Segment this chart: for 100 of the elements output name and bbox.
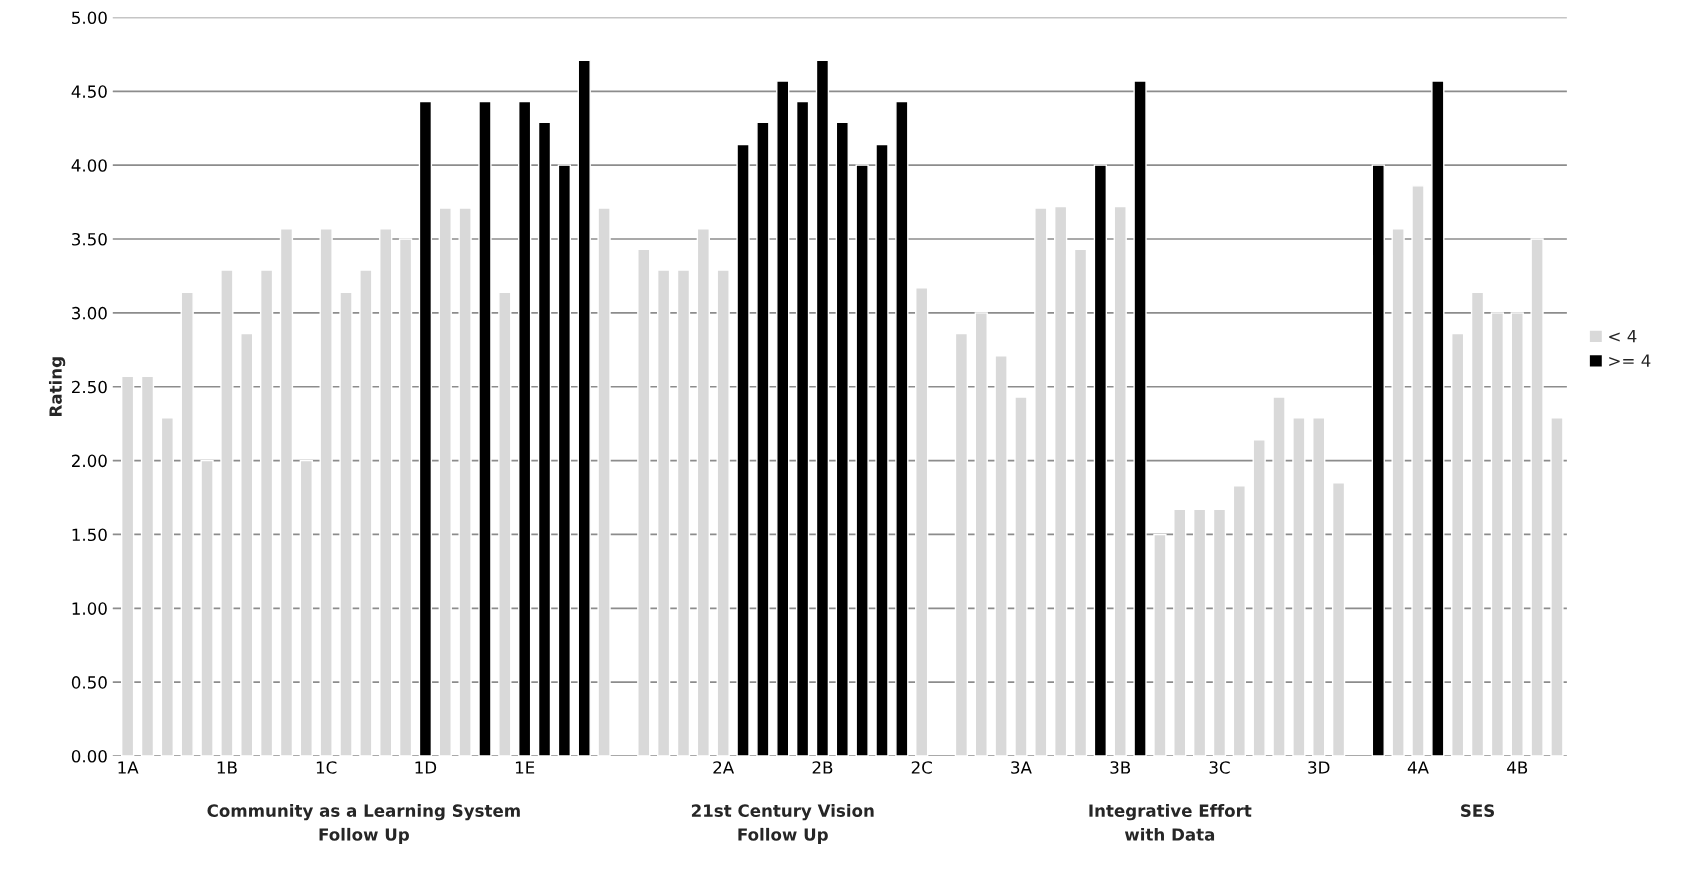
bar: [1272, 396, 1286, 757]
bar: [1252, 439, 1266, 757]
x-tick-label: 1E: [515, 761, 535, 774]
bar: [1312, 417, 1326, 757]
bar: [1113, 205, 1127, 757]
bar: [1073, 248, 1088, 757]
y-tick-label: 2.50: [72, 380, 107, 394]
bar: [1014, 396, 1028, 757]
bar: [1192, 508, 1207, 757]
x-tick-label: 4B: [1507, 761, 1528, 774]
bar: [835, 121, 849, 757]
text: 21st Century Vision Follow Up: [691, 804, 874, 845]
bar: [240, 332, 254, 757]
x-tick-label: 3C: [1209, 761, 1230, 774]
bar: [577, 59, 591, 757]
bar: [160, 417, 175, 757]
x-tick-label: 1C: [316, 761, 337, 774]
bar: [1431, 80, 1445, 757]
bar: [398, 238, 413, 757]
bar: [259, 269, 274, 757]
bar: [140, 375, 155, 757]
bar: [637, 248, 651, 757]
bar: [1153, 533, 1167, 757]
x-tick-label: 1A: [118, 761, 139, 774]
bar: [418, 100, 433, 757]
bar: [736, 143, 750, 757]
y-tick-label: 5.00: [72, 11, 107, 25]
legend-label: >= 4: [1609, 354, 1651, 367]
text: Community as a Learning System Follow Up: [207, 804, 520, 845]
y-tick-label: 4.50: [71, 85, 107, 98]
y-tick-label: 0.00: [71, 749, 107, 763]
x-tick-label: 4A: [1407, 761, 1429, 774]
bar: [875, 143, 889, 757]
bar: [1451, 332, 1465, 757]
bar: [656, 269, 671, 757]
bar: [1470, 291, 1485, 757]
bar: [379, 227, 393, 757]
bar: [1530, 238, 1544, 757]
bar: [537, 121, 552, 757]
bar: [1510, 312, 1524, 757]
bar: [1173, 508, 1187, 757]
bar: [1371, 164, 1385, 757]
bar: [1550, 417, 1564, 757]
bar: [1093, 164, 1108, 757]
text: SES: [1461, 804, 1495, 817]
bar: [1391, 227, 1405, 757]
bar: [696, 227, 710, 757]
bar: [1232, 485, 1246, 757]
y-tick-label: 1.50: [72, 528, 107, 542]
bar: [895, 100, 909, 757]
bar: [438, 207, 452, 757]
x-tick-label: 2A: [713, 761, 735, 774]
bar: [279, 227, 294, 757]
bar: [478, 100, 492, 757]
bar: [319, 227, 333, 757]
bar: [339, 291, 353, 757]
x-tick-label: 2B: [812, 761, 833, 774]
bar: [1034, 207, 1048, 757]
bar: [756, 121, 770, 757]
bar: [120, 375, 135, 757]
bar: [676, 269, 691, 757]
bar: [200, 459, 214, 757]
bar: [815, 59, 830, 757]
x-tick-label: 1B: [217, 761, 237, 774]
x-tick-label: 1D: [415, 761, 437, 774]
y-tick-label: 2.00: [72, 454, 107, 468]
bar: [1331, 482, 1346, 757]
bar: [994, 355, 1008, 757]
y-tick-label: 1.00: [72, 602, 107, 615]
y-tick-label: 3.00: [72, 306, 107, 320]
legend-label: < 4: [1609, 330, 1637, 343]
bar: [954, 332, 969, 757]
bar: [498, 291, 512, 757]
bar: [1133, 80, 1147, 757]
x-tick-label: 3A: [1011, 761, 1032, 774]
x-tick-label: 3D: [1308, 761, 1330, 774]
bar: [1212, 508, 1227, 757]
bar: [855, 164, 869, 757]
y-axis-title: Rating: [48, 357, 66, 416]
bar: [974, 312, 988, 757]
bar: [1054, 205, 1068, 757]
y-tick-label: 3.50: [72, 232, 107, 246]
bar: [557, 164, 572, 757]
bar: [915, 287, 929, 757]
bar: [716, 269, 730, 757]
x-tick-label: 2C: [911, 761, 932, 774]
bar: [795, 100, 810, 757]
text: Integrative Effort with Data: [1089, 804, 1252, 841]
y-tick-label: 0.50: [71, 676, 107, 689]
y-tick-label: 4.00: [71, 159, 107, 172]
bar: [597, 207, 611, 757]
bar: [1411, 185, 1425, 757]
x-tick-label: 3B: [1110, 761, 1131, 774]
bar: [220, 269, 234, 757]
bar: [458, 207, 472, 757]
bar: [180, 291, 194, 757]
bar: [299, 459, 313, 757]
bar: [776, 80, 790, 757]
bar: [518, 100, 532, 757]
bar: [1292, 417, 1306, 757]
